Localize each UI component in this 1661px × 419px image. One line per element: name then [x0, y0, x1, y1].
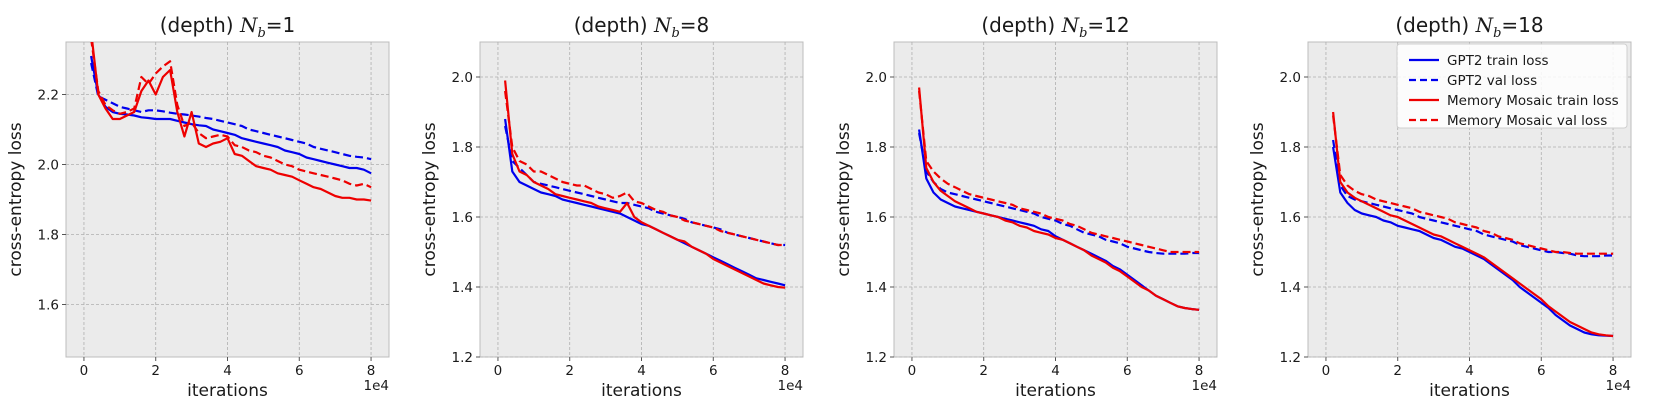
series-line-memory-mosaic-train-loss [91, 42, 372, 202]
x-tick-label: 4 [1051, 363, 1060, 379]
legend-box [1396, 43, 1628, 129]
chart-title-suffix: =8 [680, 13, 709, 37]
y-tick-label: 2.0 [38, 158, 59, 174]
series-line-memory-mosaic-val-loss [90, 42, 372, 189]
legend: GPT2 train loss GPT2 val loss Memory Mosai… [1396, 43, 1628, 129]
chart-title: (depth) Nb=8 [574, 13, 710, 41]
chart-panel-3: 0 2 4 6 8 1.2 1.4 1.6 1.8 2.0 (depth) Nb=12 iterati… [834, 13, 1218, 401]
chart-panel-2: 0 2 4 6 8 1.2 1.4 1.6 1.8 2.0 (depth) Nb=8 iteratio… [420, 13, 804, 401]
series-line-memory-mosaic-train-loss [504, 80, 786, 289]
series-line-memory-mosaic-train-loss [1332, 111, 1614, 338]
chart-title-sub: b [1079, 26, 1087, 41]
x-tick-label: 6 [1537, 363, 1546, 379]
chart-title-suffix: =18 [1501, 13, 1543, 37]
x-tick-label: 0 [1322, 363, 1331, 379]
chart-title-sub: b [1493, 26, 1501, 41]
x-tick-label: 8 [1195, 363, 1204, 379]
chart-title: (depth) Nb=18 [1395, 13, 1543, 41]
x-scale-label: 1e4 [1606, 378, 1631, 394]
y-tick-label: 1.4 [866, 280, 887, 296]
x-tick-label: 2 [151, 363, 160, 379]
y-axis-label: cross-entropy loss [6, 122, 26, 276]
y-axis-label: cross-entropy loss [420, 122, 440, 276]
chart-title-prefix: (depth) [981, 13, 1061, 37]
chart-title-suffix: =12 [1087, 13, 1129, 37]
x-tick-label: 8 [1609, 363, 1618, 379]
y-tick-label: 1.4 [452, 280, 473, 296]
chart-title-prefix: (depth) [1395, 13, 1475, 37]
x-axis-label: iterations [601, 381, 682, 401]
x-scale-label: 1e4 [778, 378, 803, 394]
y-tick-label: 2.0 [866, 70, 887, 86]
x-tick-label: 4 [1465, 363, 1474, 379]
y-tick-label: 1.4 [1280, 280, 1301, 296]
series-line-gpt2-val-loss [504, 125, 786, 247]
x-tick-label: 4 [223, 363, 232, 379]
series-line-memory-mosaic-val-loss [1332, 115, 1614, 255]
y-tick-label: 1.2 [1280, 350, 1301, 366]
y-tick-label: 1.8 [452, 140, 473, 156]
x-scale-label: 1e4 [364, 378, 389, 394]
chart-title: (depth) Nb=12 [981, 13, 1129, 41]
x-axis-label: iterations [1015, 381, 1096, 401]
chart-panel-1: 0 2 4 6 8 1.6 1.8 2.0 2.2 (depth) Nb=1 iterations c… [6, 13, 390, 401]
y-tick-label: 1.8 [38, 228, 59, 244]
series-line-memory-mosaic-val-loss [918, 90, 1200, 254]
series-line-gpt2-val-loss [90, 62, 372, 161]
x-tick-label: 4 [637, 363, 646, 379]
chart-title-var: N [653, 13, 673, 37]
x-tick-label: 2 [979, 363, 988, 379]
y-tick-label: 1.2 [866, 350, 887, 366]
x-tick-label: 2 [565, 363, 574, 379]
y-tick-label: 2.2 [38, 88, 59, 104]
chart-title-sub: b [257, 26, 265, 41]
x-tick-label: 6 [1123, 363, 1132, 379]
y-tick-label: 1.2 [452, 350, 473, 366]
legend-label: Memory Mosaic train loss [1447, 93, 1619, 109]
chart-title-suffix: =1 [266, 13, 295, 37]
y-tick-label: 2.0 [452, 70, 473, 86]
chart-title-var: N [1475, 13, 1495, 37]
y-tick-label: 1.6 [38, 298, 59, 314]
y-tick-label: 1.8 [866, 140, 887, 156]
chart-title: (depth) Nb=1 [160, 13, 296, 41]
chart-title-sub: b [671, 26, 679, 41]
chart-title-var: N [239, 13, 259, 37]
series-line-gpt2-train-loss [1332, 146, 1614, 338]
x-axis-label: iterations [1429, 381, 1510, 401]
y-tick-label: 1.6 [1280, 210, 1301, 226]
chart-title-prefix: (depth) [574, 13, 654, 37]
legend-label: Memory Mosaic val loss [1447, 113, 1607, 129]
x-tick-label: 0 [80, 363, 89, 379]
series-line-memory-mosaic-val-loss [504, 90, 786, 247]
legend-label: GPT2 train loss [1447, 53, 1549, 69]
series-line-gpt2-train-loss [90, 55, 372, 175]
x-tick-label: 6 [295, 363, 304, 379]
series-line-memory-mosaic-train-loss [918, 87, 1200, 311]
x-tick-label: 8 [367, 363, 376, 379]
chart-title-var: N [1061, 13, 1081, 37]
y-tick-label: 1.6 [452, 210, 473, 226]
y-axis-label: cross-entropy loss [834, 122, 854, 276]
x-tick-label: 6 [709, 363, 718, 379]
series-line-gpt2-val-loss [918, 132, 1200, 255]
chart-title-prefix: (depth) [160, 13, 240, 37]
x-scale-label: 1e4 [1192, 378, 1217, 394]
y-tick-label: 1.8 [1280, 140, 1301, 156]
x-tick-label: 0 [908, 363, 917, 379]
x-tick-label: 0 [494, 363, 503, 379]
y-axis-label: cross-entropy loss [1248, 122, 1268, 276]
y-tick-label: 1.6 [866, 210, 887, 226]
x-tick-label: 2 [1393, 363, 1402, 379]
x-tick-label: 8 [781, 363, 790, 379]
x-axis-label: iterations [187, 381, 268, 401]
chart-panel-4: 0 2 4 6 8 1.2 1.4 1.6 1.8 2.0 (depth) Nb=18 iterati… [1248, 13, 1632, 401]
y-tick-label: 2.0 [1280, 70, 1301, 86]
legend-label: GPT2 val loss [1447, 73, 1537, 89]
